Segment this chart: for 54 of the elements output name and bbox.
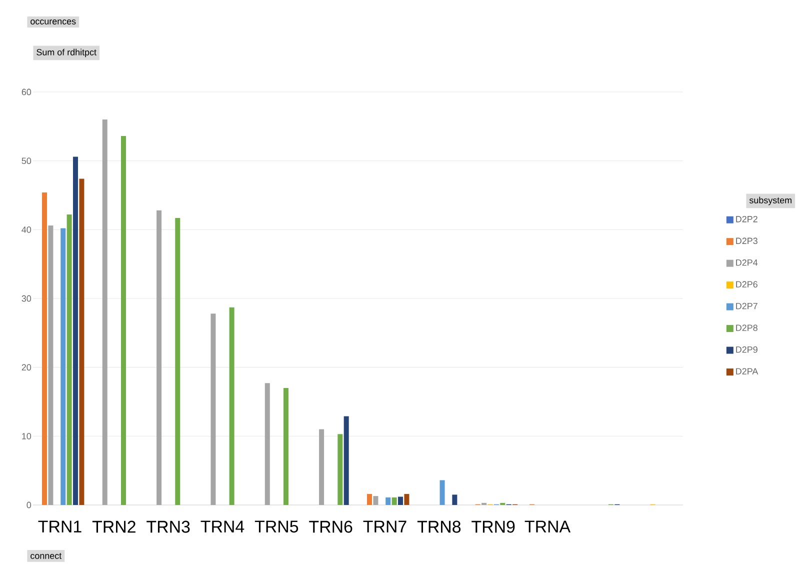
bar <box>73 156 78 505</box>
y-tick-label: 20 <box>22 364 32 370</box>
y-tick-label: 30 <box>22 295 32 302</box>
x-tick-label: TRN8 <box>417 520 461 533</box>
y-axis-title: Sum of rdhitpct <box>36 48 96 58</box>
x-tick-label: TRN4 <box>200 520 244 532</box>
y-tick-label: 0 <box>26 502 32 508</box>
bar <box>229 307 234 505</box>
legend-label: D2P2 <box>736 216 758 222</box>
bar <box>452 494 458 505</box>
bar <box>404 494 410 505</box>
x-tick-label: TRNA <box>524 520 571 532</box>
bar <box>344 416 349 505</box>
bar <box>283 388 288 505</box>
bar <box>48 226 54 505</box>
bar <box>440 480 445 505</box>
x-tick-label: TRN3 <box>146 520 190 533</box>
legend-label: D2P4 <box>736 259 758 266</box>
y-tick-label: 50 <box>22 158 32 164</box>
x-tick-label: TRN2 <box>92 520 136 533</box>
bar <box>367 494 372 505</box>
bar <box>156 210 162 505</box>
bar <box>66 214 72 505</box>
bar <box>210 314 216 505</box>
bar <box>319 429 324 505</box>
legend-label: D2P9 <box>736 346 758 353</box>
y-tick-label: 60 <box>22 88 32 96</box>
bar <box>175 218 180 505</box>
legend-label: D2PA <box>736 368 758 374</box>
y-tick-label: 40 <box>22 226 32 233</box>
x-tick-label: TRN1 <box>38 520 82 532</box>
x-tick-label: TRN5 <box>254 520 298 533</box>
bar <box>264 383 270 505</box>
bar <box>60 228 66 505</box>
y-tick-label: 10 <box>22 432 32 440</box>
x-tick-label: TRN9 <box>472 520 515 533</box>
bar <box>338 434 343 505</box>
bar <box>398 496 404 505</box>
legend-title: subsystem <box>749 196 792 206</box>
legend-label: D2P3 <box>736 238 758 244</box>
legend-label: D2P6 <box>736 281 758 288</box>
x-tick-label: TRN7 <box>363 520 406 532</box>
bar <box>79 178 84 505</box>
bar <box>120 136 126 505</box>
x-tick-label: TRN6 <box>309 520 352 533</box>
bar <box>373 496 378 505</box>
bar <box>392 497 397 505</box>
text: occurences <box>30 20 76 24</box>
legend-label: D2P7 <box>736 302 758 310</box>
legend-label: D2P8 <box>736 324 758 331</box>
bar <box>102 120 108 505</box>
text: connect <box>30 553 62 559</box>
bar <box>42 192 48 505</box>
bar <box>386 497 391 505</box>
